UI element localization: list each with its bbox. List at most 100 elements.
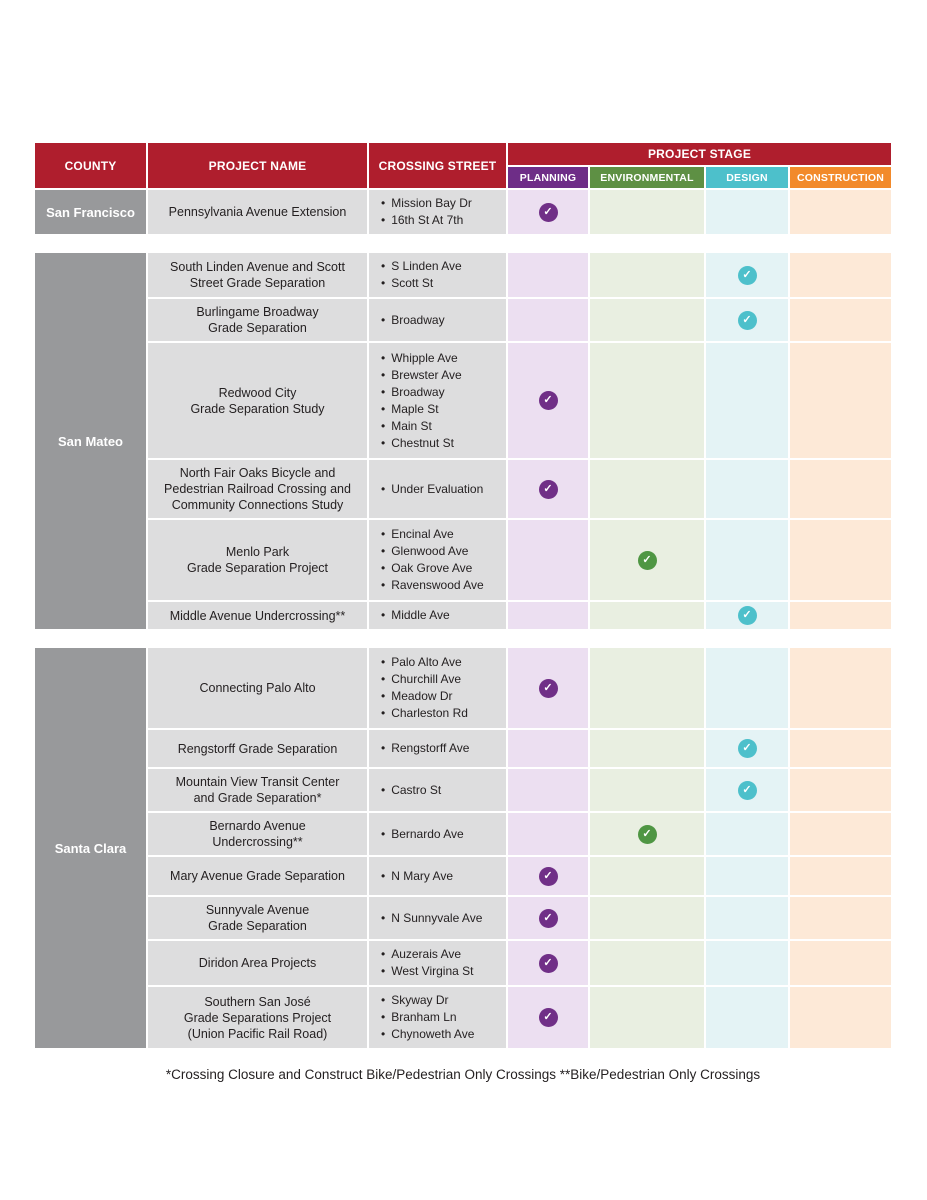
bullet-icon: • — [381, 401, 386, 416]
street-list-item: • Broadway — [381, 384, 502, 401]
street-list-item: • Mission Bay Dr — [381, 195, 502, 212]
stage-cell-environmental — [590, 602, 704, 630]
stage-cell-environmental: ✓ — [590, 813, 704, 856]
street-name: N Mary Ave — [391, 868, 454, 883]
crossing-street-cell: • Bernardo Ave — [369, 813, 506, 856]
stage-cell-design — [706, 857, 788, 896]
street-name: Meadow Dr — [391, 689, 453, 704]
street-list-item: • Bernardo Ave — [381, 826, 502, 843]
stage-cell-construction — [790, 520, 891, 601]
bullet-icon: • — [381, 196, 386, 210]
street-list-item: • Scott St — [381, 275, 502, 292]
bullet-icon: • — [381, 578, 386, 593]
county-cell: Santa Clara — [35, 648, 146, 1049]
bullet-icon: • — [381, 276, 386, 291]
stage-cell-planning: ✓ — [508, 460, 588, 519]
check-circle-icon: ✓ — [538, 953, 558, 973]
stage-cell-construction — [790, 941, 891, 986]
street-name: Branham Ln — [391, 1010, 457, 1025]
street-list-item: • N Mary Ave — [381, 868, 502, 885]
bullet-icon: • — [381, 350, 386, 365]
stage-cell-design — [706, 520, 788, 601]
street-name: Broadway — [391, 384, 445, 399]
crossing-street-cell: • Skyway Dr • Branham Ln • Chynoweth Ave — [369, 987, 506, 1049]
stage-cell-design — [706, 813, 788, 856]
bullet-icon: • — [381, 384, 386, 399]
crossing-street-cell: • Rengstorff Ave — [369, 730, 506, 768]
stage-cell-construction — [790, 730, 891, 768]
stage-cell-design — [706, 987, 788, 1049]
bullet-icon: • — [381, 910, 386, 925]
bullet-icon: • — [381, 435, 386, 450]
street-name: Encinal Ave — [391, 527, 454, 542]
street-list-item: • Whipple Ave — [381, 350, 502, 367]
stage-cell-planning — [508, 813, 588, 856]
street-name: 16th St At 7th — [391, 213, 464, 228]
stage-cell-planning — [508, 730, 588, 768]
stage-cell-construction — [790, 857, 891, 896]
street-name: Middle Ave — [391, 608, 450, 623]
project-name-cell: Connecting Palo Alto — [148, 648, 367, 729]
street-list-item: • Maple St — [381, 401, 502, 418]
stage-cell-planning: ✓ — [508, 648, 588, 729]
project-name-cell: Mountain View Transit Center and Grade Se… — [148, 769, 367, 812]
county-section: San Mateo South Linden Avenue and Scott St… — [35, 253, 891, 630]
bullet-icon: • — [381, 1027, 386, 1042]
stage-cell-design: ✓ — [706, 602, 788, 630]
crossing-street-cell: • Whipple Ave • Brewster Ave • Broadway • Maple… — [369, 343, 506, 459]
stage-cell-environmental — [590, 857, 704, 896]
street-list-item: • Broadway — [381, 312, 502, 329]
stage-cell-construction — [790, 460, 891, 519]
crossing-street-header-cell: CROSSING STREET — [369, 143, 506, 188]
county-section: San Francisco Pennsylvania Avenue Extensi… — [35, 190, 891, 235]
stage-cell-planning — [508, 253, 588, 298]
stage-cell-planning — [508, 602, 588, 630]
check-circle-icon: ✓ — [538, 479, 558, 499]
bullet-icon: • — [381, 706, 386, 721]
check-circle-icon: ✓ — [637, 824, 657, 844]
stage-cell-design — [706, 941, 788, 986]
bullet-icon: • — [381, 672, 386, 687]
stage-cell-environmental — [590, 648, 704, 729]
street-name: Castro St — [391, 782, 442, 797]
stage-cell-design: ✓ — [706, 769, 788, 812]
stage-subheader-planning: PLANNING — [508, 167, 588, 188]
stage-cell-environmental — [590, 730, 704, 768]
street-name: West Virgina St — [391, 964, 474, 979]
project-name-cell: North Fair Oaks Bicycle and Pedestrian Ra… — [148, 460, 367, 519]
street-list-item: • Brewster Ave — [381, 367, 502, 384]
street-name: Bernardo Ave — [391, 826, 464, 841]
stage-cell-planning — [508, 520, 588, 601]
stage-cell-construction — [790, 602, 891, 630]
check-circle-icon: ✓ — [737, 780, 757, 800]
street-list-item: • Rengstorff Ave — [381, 740, 502, 757]
crossing-street-cell: • Palo Alto Ave • Churchill Ave • Meadow Dr • C… — [369, 648, 506, 729]
bullet-icon: • — [381, 689, 386, 704]
stage-cell-environmental — [590, 460, 704, 519]
street-name: Chynoweth Ave — [391, 1027, 475, 1042]
street-list-item: • Main St — [381, 418, 502, 435]
stage-cell-construction — [790, 813, 891, 856]
street-list-item: • Auzerais Ave — [381, 946, 502, 963]
stage-cell-design — [706, 343, 788, 459]
stage-cell-environmental — [590, 897, 704, 940]
stage-cell-environmental — [590, 299, 704, 342]
street-name: Broadway — [391, 312, 445, 327]
table-body: San Francisco Pennsylvania Avenue Extensi… — [35, 190, 891, 1049]
street-name: Auzerais Ave — [391, 947, 462, 962]
bullet-icon: • — [381, 741, 386, 756]
project-name-header-cell: PROJECT NAME — [148, 143, 367, 188]
bullet-icon: • — [381, 826, 386, 841]
street-list-item: • Middle Ave — [381, 607, 502, 624]
street-name: Rengstorff Ave — [391, 741, 470, 756]
stage-cell-construction — [790, 343, 891, 459]
stage-cell-planning: ✓ — [508, 897, 588, 940]
street-name: N Sunnyvale Ave — [391, 910, 483, 925]
stage-cell-planning: ✓ — [508, 343, 588, 459]
county-header-cell: COUNTY — [35, 143, 146, 188]
street-name: S Linden Ave — [391, 259, 462, 274]
stage-subheader-construction: CONSTRUCTION — [790, 167, 891, 188]
stage-cell-design — [706, 460, 788, 519]
check-circle-icon: ✓ — [637, 550, 657, 570]
street-list-item: • 16th St At 7th — [381, 212, 502, 229]
